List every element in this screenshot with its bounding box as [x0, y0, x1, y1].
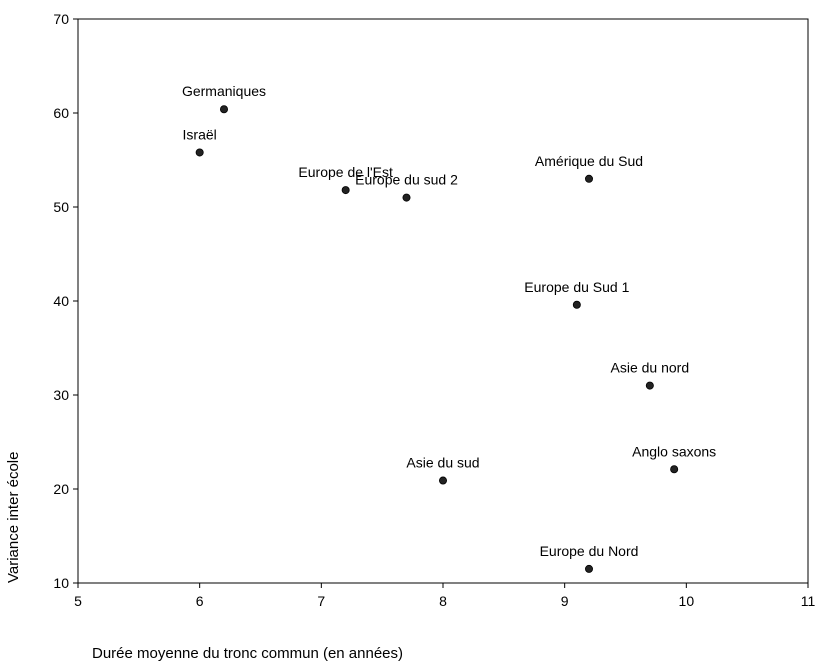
y-tick-label: 10: [53, 575, 69, 591]
y-tick-label: 40: [53, 293, 69, 309]
data-point-label: Germaniques: [182, 83, 266, 99]
data-point-label: Israël: [183, 126, 217, 142]
data-point-label: Asie du nord: [611, 360, 690, 376]
y-tick-label: 70: [53, 11, 69, 27]
y-tick-label: 30: [53, 387, 69, 403]
data-point: [645, 381, 654, 390]
y-axis-title: Variance inter école: [5, 452, 22, 583]
data-point-label: Amérique du Sud: [535, 153, 643, 169]
data-point-label: Anglo saxons: [632, 443, 716, 459]
data-point: [402, 193, 411, 202]
data-point: [585, 174, 594, 183]
data-point: [670, 465, 679, 474]
data-point: [341, 186, 350, 195]
data-point-label: Europe du sud 2: [355, 172, 458, 188]
x-tick-label: 10: [679, 593, 695, 609]
y-tick-label: 50: [53, 199, 69, 215]
data-point: [219, 105, 228, 114]
x-axis-title: Durée moyenne du tronc commun (en années…: [92, 645, 403, 662]
x-tick-label: 7: [317, 593, 325, 609]
data-points: [195, 105, 679, 573]
x-tick-label: 9: [561, 593, 569, 609]
x-axis-ticks: 5 6 7 8 9 10 11: [74, 583, 815, 609]
y-axis-ticks: 10 20 30 40 50 60 70: [53, 11, 78, 591]
y-tick-label: 60: [53, 105, 69, 121]
plot-area-border: [77, 18, 809, 584]
data-point-label: Europe du Sud 1: [524, 279, 629, 295]
plot-frame: [77, 18, 809, 584]
data-point: [585, 564, 594, 573]
data-point: [572, 300, 581, 309]
x-tick-label: 11: [801, 593, 816, 609]
y-tick-label: 20: [53, 481, 69, 497]
x-tick-label: 6: [196, 593, 204, 609]
data-point-label: Europe de l'Est: [298, 164, 393, 180]
data-point-label: Asie du sud: [406, 455, 479, 471]
x-tick-label: 5: [74, 593, 82, 609]
x-tick-label: 8: [439, 593, 447, 609]
data-point: [438, 476, 447, 485]
data-point: [195, 148, 204, 157]
data-point-label: Europe du Nord: [540, 543, 639, 559]
